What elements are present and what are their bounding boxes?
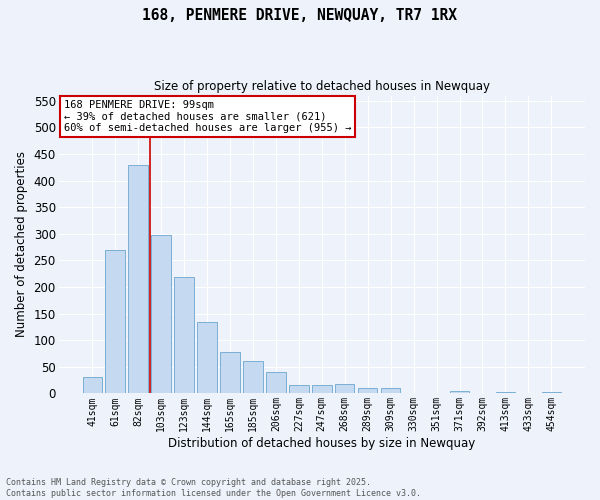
Bar: [358, 388, 377, 394]
Y-axis label: Number of detached properties: Number of detached properties: [15, 152, 28, 338]
Bar: [83, 378, 102, 394]
Bar: [243, 361, 263, 394]
Title: Size of property relative to detached houses in Newquay: Size of property relative to detached ho…: [154, 80, 490, 93]
Bar: [289, 386, 308, 394]
Bar: [197, 322, 217, 394]
Bar: [450, 391, 469, 394]
Text: 168, PENMERE DRIVE, NEWQUAY, TR7 1RX: 168, PENMERE DRIVE, NEWQUAY, TR7 1RX: [143, 8, 458, 22]
Bar: [381, 388, 400, 394]
Bar: [175, 278, 194, 394]
Bar: [220, 352, 240, 394]
Bar: [128, 164, 148, 394]
Bar: [312, 385, 332, 394]
Bar: [335, 384, 355, 394]
Bar: [266, 372, 286, 394]
Text: Contains HM Land Registry data © Crown copyright and database right 2025.
Contai: Contains HM Land Registry data © Crown c…: [6, 478, 421, 498]
Bar: [106, 250, 125, 394]
Bar: [542, 392, 561, 394]
Bar: [496, 392, 515, 394]
X-axis label: Distribution of detached houses by size in Newquay: Distribution of detached houses by size …: [168, 437, 475, 450]
Text: 168 PENMERE DRIVE: 99sqm
← 39% of detached houses are smaller (621)
60% of semi-: 168 PENMERE DRIVE: 99sqm ← 39% of detach…: [64, 100, 352, 133]
Bar: [151, 236, 171, 394]
